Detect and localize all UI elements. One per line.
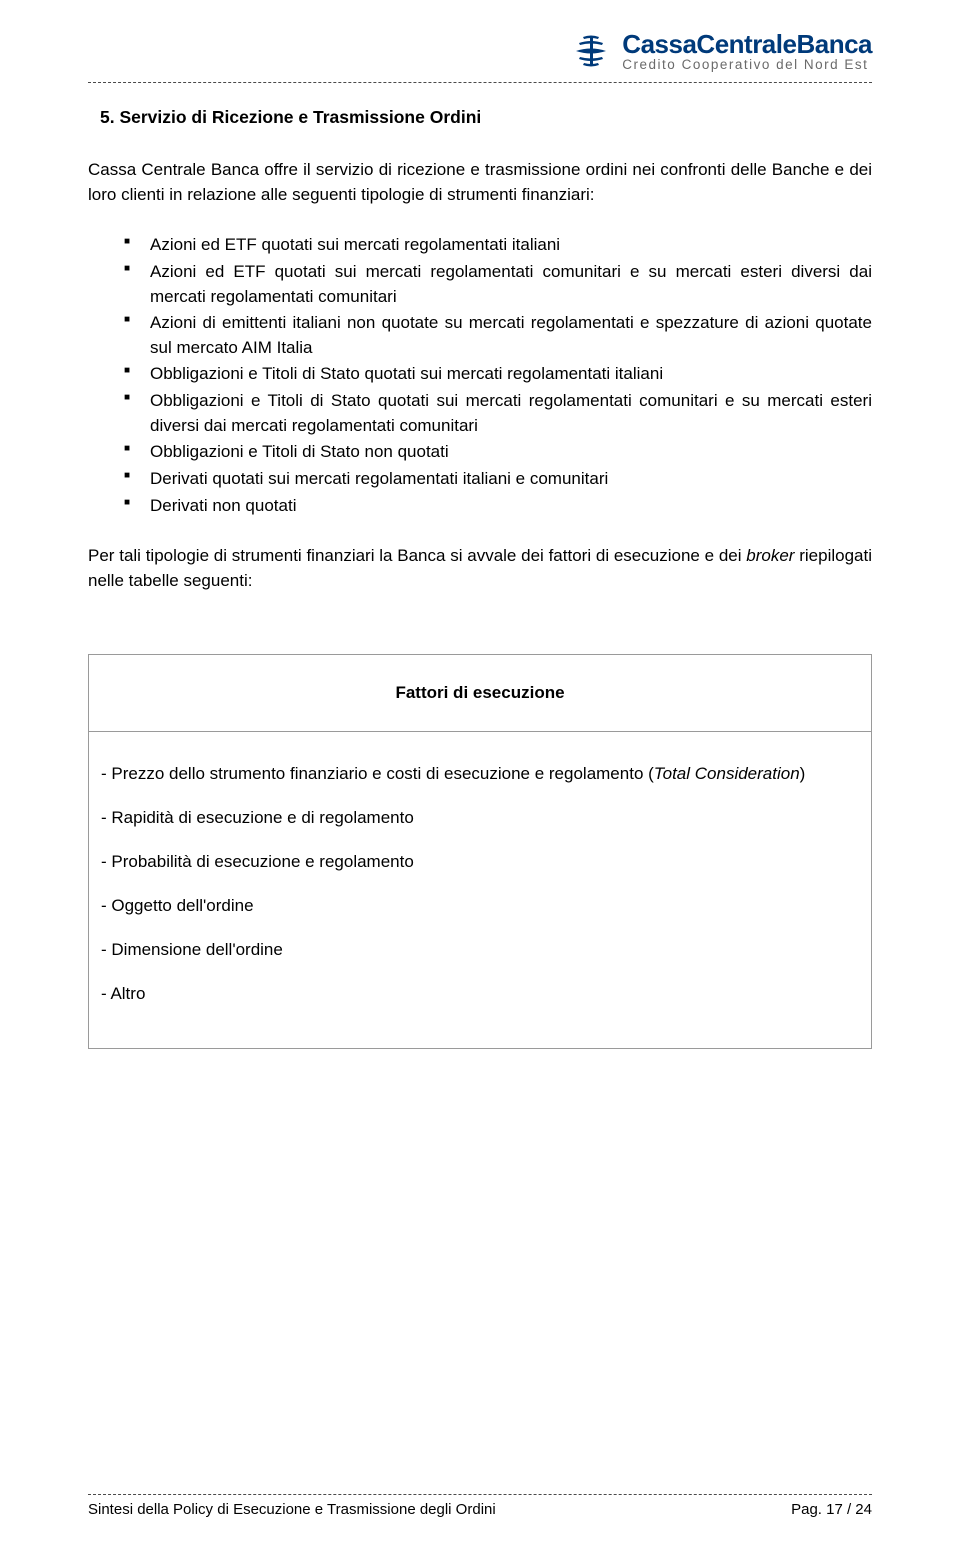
factor-text: - Prezzo dello strumento finanziario e c… bbox=[101, 764, 654, 783]
list-item: Obbligazioni e Titoli di Stato non quota… bbox=[124, 440, 872, 465]
brand-tagline: Credito Cooperativo del Nord Est bbox=[622, 58, 872, 72]
list-item: Azioni di emittenti italiani non quotate… bbox=[124, 311, 872, 360]
follow-paragraph: Per tali tipologie di strumenti finanzia… bbox=[88, 544, 872, 593]
bank-logo-icon bbox=[568, 28, 614, 74]
instruments-list: Azioni ed ETF quotati sui mercati regola… bbox=[88, 233, 872, 518]
footer-divider bbox=[88, 1494, 872, 1495]
brand-logo: CassaCentraleBanca Credito Cooperativo d… bbox=[568, 28, 872, 74]
header-divider bbox=[88, 82, 872, 83]
list-item: Derivati non quotati bbox=[124, 494, 872, 519]
follow-text-a: Per tali tipologie di strumenti finanzia… bbox=[88, 546, 746, 565]
factors-header: Fattori di esecuzione bbox=[89, 654, 872, 731]
list-item: Azioni ed ETF quotati sui mercati regola… bbox=[124, 233, 872, 258]
intro-paragraph: Cassa Centrale Banca offre il servizio d… bbox=[88, 158, 872, 207]
brand-name: CassaCentraleBanca bbox=[622, 31, 872, 57]
section-title: 5. Servizio di Ricezione e Trasmissione … bbox=[100, 107, 872, 128]
list-item: Azioni ed ETF quotati sui mercati regola… bbox=[124, 260, 872, 309]
factor-row: - Altro bbox=[101, 984, 859, 1004]
factor-row: - Oggetto dell'ordine bbox=[101, 896, 859, 916]
factor-text-italic: Total Consideration bbox=[654, 764, 800, 783]
list-item: Obbligazioni e Titoli di Stato quotati s… bbox=[124, 362, 872, 387]
factor-row: - Rapidità di esecuzione e di regolament… bbox=[101, 808, 859, 828]
factors-body: - Prezzo dello strumento finanziario e c… bbox=[89, 731, 872, 1048]
list-item: Obbligazioni e Titoli di Stato quotati s… bbox=[124, 389, 872, 438]
factor-row: - Prezzo dello strumento finanziario e c… bbox=[101, 764, 859, 784]
factor-row: - Dimensione dell'ordine bbox=[101, 940, 859, 960]
factors-table: Fattori di esecuzione - Prezzo dello str… bbox=[88, 654, 872, 1049]
factor-text: ) bbox=[800, 764, 806, 783]
list-item: Derivati quotati sui mercati regolamenta… bbox=[124, 467, 872, 492]
footer-doc-title: Sintesi della Policy di Esecuzione e Tra… bbox=[88, 1501, 496, 1518]
page-footer: Sintesi della Policy di Esecuzione e Tra… bbox=[88, 1494, 872, 1518]
follow-text-italic: broker bbox=[746, 546, 794, 565]
footer-page-number: Pag. 17 / 24 bbox=[791, 1501, 872, 1518]
factor-row: - Probabilità di esecuzione e regolament… bbox=[101, 852, 859, 872]
page-header: CassaCentraleBanca Credito Cooperativo d… bbox=[88, 28, 872, 74]
